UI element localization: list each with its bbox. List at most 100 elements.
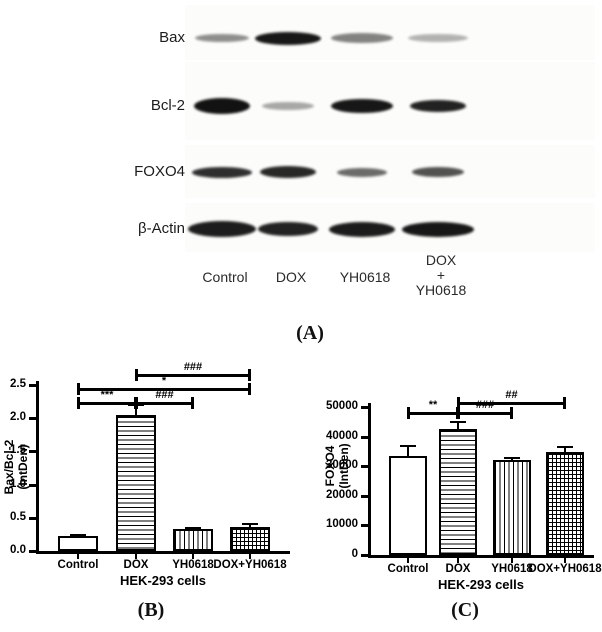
sig-bracket-cap bbox=[248, 383, 251, 395]
y-tick bbox=[361, 524, 370, 528]
y-tick bbox=[361, 494, 370, 498]
x-category-label-DOX+YH0618: DOX+YH0618 bbox=[528, 563, 602, 575]
sig-bracket-cap bbox=[510, 407, 513, 419]
sig-label: *** bbox=[100, 389, 114, 401]
blot-band-Bcl-2-YH0618 bbox=[331, 99, 393, 113]
x-tick bbox=[249, 554, 251, 559]
error-bar-Control bbox=[77, 535, 79, 539]
sig-bracket-line bbox=[136, 402, 193, 405]
y-axis bbox=[36, 381, 39, 554]
x-category-label-DOX+YH0618: DOX+YH0618 bbox=[213, 559, 287, 571]
x-category-label-DOX: DOX bbox=[123, 559, 149, 571]
bar-YH0618 bbox=[173, 529, 213, 551]
error-cap-Control bbox=[400, 445, 416, 448]
sig-bracket-cap bbox=[191, 397, 194, 409]
blot-band-FOXO4-DOX bbox=[260, 166, 316, 178]
error-cap-Control bbox=[70, 534, 86, 537]
y-tick bbox=[29, 516, 38, 520]
sig-bracket-cap bbox=[457, 397, 460, 409]
error-bar-YH0618 bbox=[511, 457, 513, 462]
y-axis-title-line2: (IntDen) bbox=[337, 443, 351, 489]
blot-band-Bax-YH0618 bbox=[331, 33, 393, 43]
sig-bracket-line bbox=[458, 402, 565, 405]
x-tick bbox=[407, 558, 409, 563]
sig-bracket-line bbox=[136, 374, 250, 377]
y-tick-label: 2.0 bbox=[10, 411, 26, 424]
bar-DOX bbox=[439, 429, 477, 555]
y-tick bbox=[361, 465, 370, 469]
y-axis bbox=[368, 403, 371, 558]
y-axis-title: Bax/Bcl-2 (IntDen) bbox=[2, 440, 30, 495]
blot-row-label: β-Actin bbox=[138, 220, 185, 237]
blot-band-Bax-DOX+YH0618 bbox=[408, 34, 468, 42]
panel-a-western-blot: Bax Bcl-2 FOXO4 β-Actin Control DOX YH0618 DOX +… bbox=[134, 5, 595, 298]
bar-YH0618 bbox=[493, 459, 531, 555]
y-tick-label: 10000 bbox=[326, 518, 358, 531]
y-axis-title-line2: (IntDen) bbox=[16, 444, 30, 490]
error-bar-DOX+YH0618 bbox=[249, 523, 251, 530]
y-tick bbox=[29, 483, 38, 487]
sig-bracket-cap bbox=[457, 407, 460, 419]
blot-row-label: Bcl-2 bbox=[150, 97, 185, 114]
y-tick bbox=[29, 550, 38, 553]
blot-lane-label-3: DOX bbox=[425, 252, 457, 268]
y-tick-label: 2.5 bbox=[10, 378, 26, 390]
y-tick-label: 1.5 bbox=[10, 444, 26, 457]
y-tick-label: 50000 bbox=[326, 400, 358, 412]
blot-band-FOXO4-Control bbox=[192, 166, 252, 178]
x-axis-title: HEK-293 cells bbox=[120, 573, 206, 588]
x-axis-title: HEK-293 cells bbox=[438, 577, 524, 592]
sig-bracket-line bbox=[408, 412, 458, 415]
y-tick bbox=[361, 554, 370, 557]
bar-DOX+YH0618 bbox=[230, 527, 270, 551]
error-cap-DOX bbox=[450, 421, 466, 424]
blot-lane-label-2: YH0618 bbox=[339, 269, 391, 285]
panel-a-tag: (A) bbox=[296, 322, 324, 344]
panel-c-tag: (C) bbox=[451, 599, 479, 621]
blot-strip-0 bbox=[185, 5, 595, 60]
blot-band-Bcl-2-Control bbox=[194, 98, 250, 114]
x-tick bbox=[135, 554, 137, 559]
y-tick bbox=[361, 406, 370, 409]
sig-bracket-cap bbox=[248, 369, 251, 381]
x-category-label-Control: Control bbox=[57, 559, 99, 571]
blot-band-β-Actin-DOX bbox=[258, 222, 318, 236]
y-tick-label: 0 bbox=[351, 548, 358, 560]
error-cap-YH0618 bbox=[185, 526, 201, 529]
y-tick-label: 0.5 bbox=[10, 510, 26, 523]
x-axis bbox=[368, 555, 594, 558]
x-tick bbox=[192, 554, 194, 559]
x-category-label-Control: Control bbox=[387, 563, 429, 575]
sig-label: ### bbox=[155, 389, 174, 401]
blot-band-FOXO4-YH0618 bbox=[337, 167, 387, 177]
y-tick-label: 0.0 bbox=[10, 544, 26, 556]
x-category-label-YH0618: YH0618 bbox=[172, 559, 214, 571]
x-category-label-DOX: DOX bbox=[445, 563, 471, 575]
sig-bracket-cap bbox=[135, 397, 138, 409]
blot-lane-label-3: + bbox=[436, 267, 446, 283]
bar-DOX bbox=[116, 414, 156, 551]
x-tick bbox=[511, 558, 513, 563]
sig-label: ### bbox=[183, 361, 203, 373]
bar-DOX+YH0618 bbox=[546, 451, 584, 555]
error-bar-DOX bbox=[135, 404, 137, 417]
x-tick bbox=[457, 558, 459, 563]
sig-bracket-line bbox=[78, 388, 250, 391]
y-tick-label: 40000 bbox=[326, 429, 358, 442]
error-bar-DOX+YH0618 bbox=[564, 446, 566, 454]
blot-row-label: FOXO4 bbox=[134, 163, 185, 180]
y-tick bbox=[29, 384, 38, 387]
y-axis-title: FOXO4 (IntDen) bbox=[323, 443, 351, 488]
blot-band-FOXO4-DOX+YH0618 bbox=[412, 167, 464, 177]
error-cap-DOX+YH0618 bbox=[242, 522, 258, 525]
x-category-label-YH0618: YH0618 bbox=[491, 563, 533, 575]
y-tick-label: 1.0 bbox=[10, 477, 26, 490]
y-tick bbox=[361, 435, 370, 439]
blot-strip-2 bbox=[185, 145, 595, 198]
blot-band-β-Actin-Control bbox=[188, 221, 256, 237]
blot-lane-label-3: YH0618 bbox=[415, 282, 467, 298]
sig-bracket-line bbox=[78, 402, 136, 405]
blot-strip-1 bbox=[185, 62, 595, 140]
sig-label: ** bbox=[428, 399, 438, 411]
